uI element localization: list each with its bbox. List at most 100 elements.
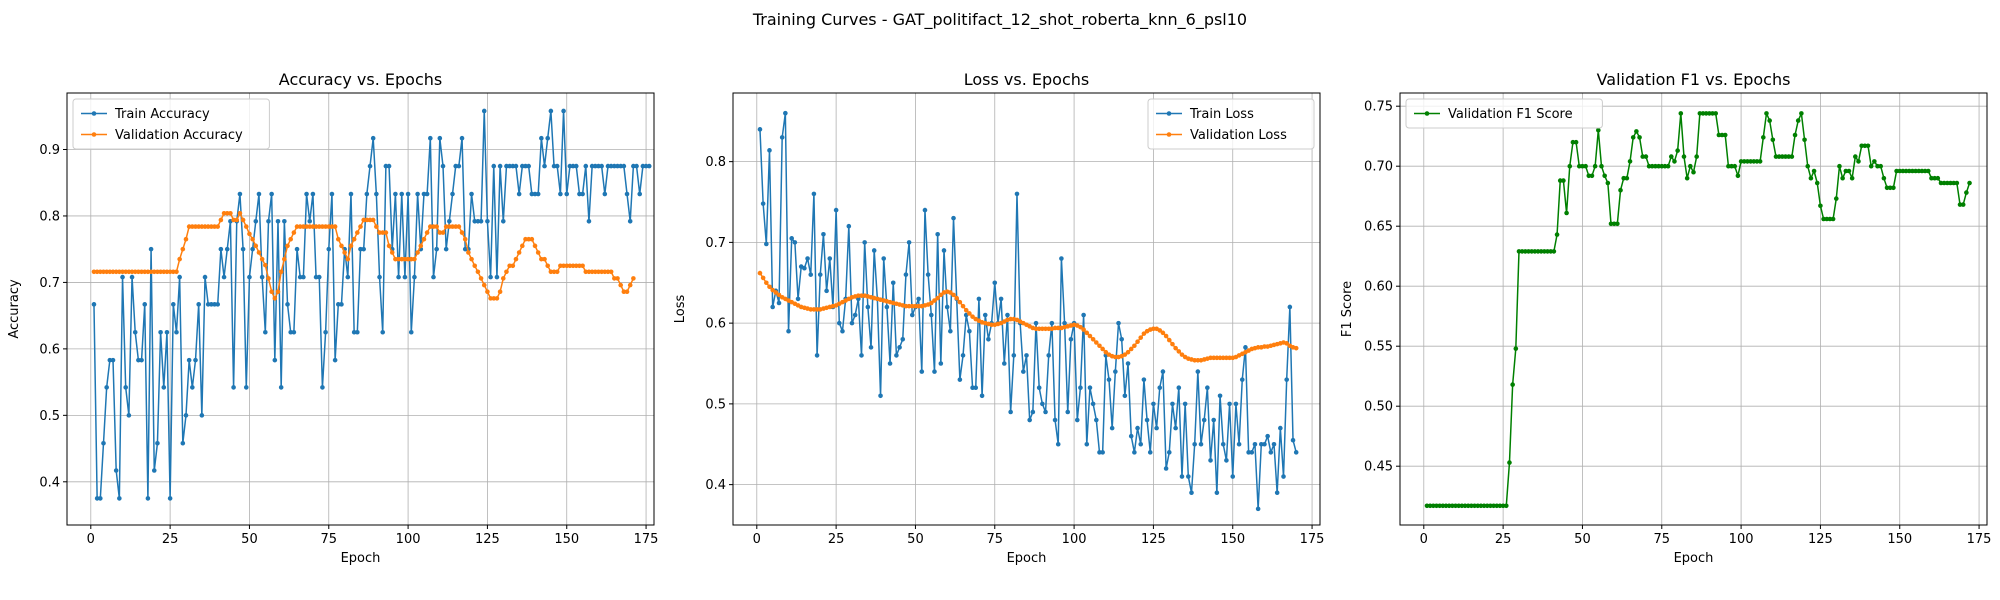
data-point [1094,417,1099,423]
data-point [795,296,801,302]
data-point [1672,159,1677,164]
data-point [1516,249,1522,254]
data-point [158,269,163,275]
data-point [393,191,398,197]
data-point [132,329,138,335]
legend-marker [91,111,97,116]
data-point [205,224,211,229]
data-point [1195,357,1201,363]
data-point [218,246,224,252]
data-point [335,236,341,242]
data-point [1891,185,1896,191]
data-point [193,357,198,363]
data-point [367,217,373,223]
data-point [408,329,414,335]
data-point [418,243,424,249]
data-point [374,191,379,197]
data-point [469,256,474,262]
data-point [1951,180,1956,186]
data-point [199,224,205,229]
data-point [1462,503,1468,509]
data-point [1821,216,1826,222]
data-point [1179,474,1185,479]
data-point [548,108,554,114]
data-point [1748,159,1753,164]
chart-panel-1: 0 25 50 75 100 125 150 175 0.4 0.5 0.6 0.7 0.8 0.9 Acc… [7,70,658,566]
data-point [792,240,798,245]
data-point [1443,503,1449,509]
data-point [285,302,290,307]
data-point [1745,159,1750,164]
data-point [1906,168,1912,174]
x-tick-label: 175 [634,532,659,547]
data-point [871,248,877,253]
data-point [1128,433,1134,439]
data-point [177,256,182,262]
data-point [1668,154,1674,159]
x-tick-label: 0 [87,532,95,547]
data-point [174,329,179,335]
data-point [504,163,509,169]
data-point [1290,437,1296,443]
data-point [234,217,240,223]
data-point [627,218,633,224]
data-point [370,217,376,223]
data-point [909,303,915,309]
data-point [944,304,950,310]
data-point [1087,385,1093,391]
data-point [285,243,290,249]
data-point [1090,401,1096,407]
data-point [1465,503,1471,509]
data-point [1163,466,1169,471]
data-point [1163,333,1169,339]
data-point [326,224,332,229]
data-point [833,207,839,213]
data-point [120,274,125,280]
data-point [615,276,620,281]
data-point [1097,343,1102,349]
data-point [577,263,582,269]
data-point [919,369,925,374]
data-point [967,328,972,334]
y-tick-label: 0.5 [39,409,60,424]
data-point [989,322,994,328]
data-point [462,246,468,252]
data-point [1967,180,1972,186]
data-point [1217,393,1223,399]
data-point [938,361,944,366]
y-tick-label: 0.60 [1364,280,1393,295]
data-point [1634,129,1639,134]
data-point [167,269,173,275]
data-point [459,230,465,235]
data-point [1166,450,1172,455]
data-point [1113,369,1118,374]
data-point [1055,441,1061,447]
data-point [142,269,148,275]
data-point [1446,503,1452,509]
data-point [1878,163,1884,169]
data-point [164,329,170,335]
data-point [1160,330,1166,336]
y-tick-label: 0.75 [1364,100,1393,115]
data-point [1033,320,1039,326]
data-point [263,262,268,268]
data-point [757,127,763,132]
data-point [840,328,845,334]
data-point [1278,425,1283,431]
data-point [1008,409,1013,415]
data-point [310,224,316,229]
data-point [481,108,487,114]
data-point [186,357,192,363]
data-point [224,210,230,216]
data-point [155,440,160,446]
data-point [377,274,382,280]
data-point [1100,450,1105,455]
data-point [1776,154,1782,159]
data-point [313,274,319,280]
data-point [1132,450,1137,455]
data-point [599,163,604,169]
data-point [91,302,97,307]
data-point [1036,326,1042,332]
data-point [1488,503,1493,509]
data-point [1684,175,1690,181]
